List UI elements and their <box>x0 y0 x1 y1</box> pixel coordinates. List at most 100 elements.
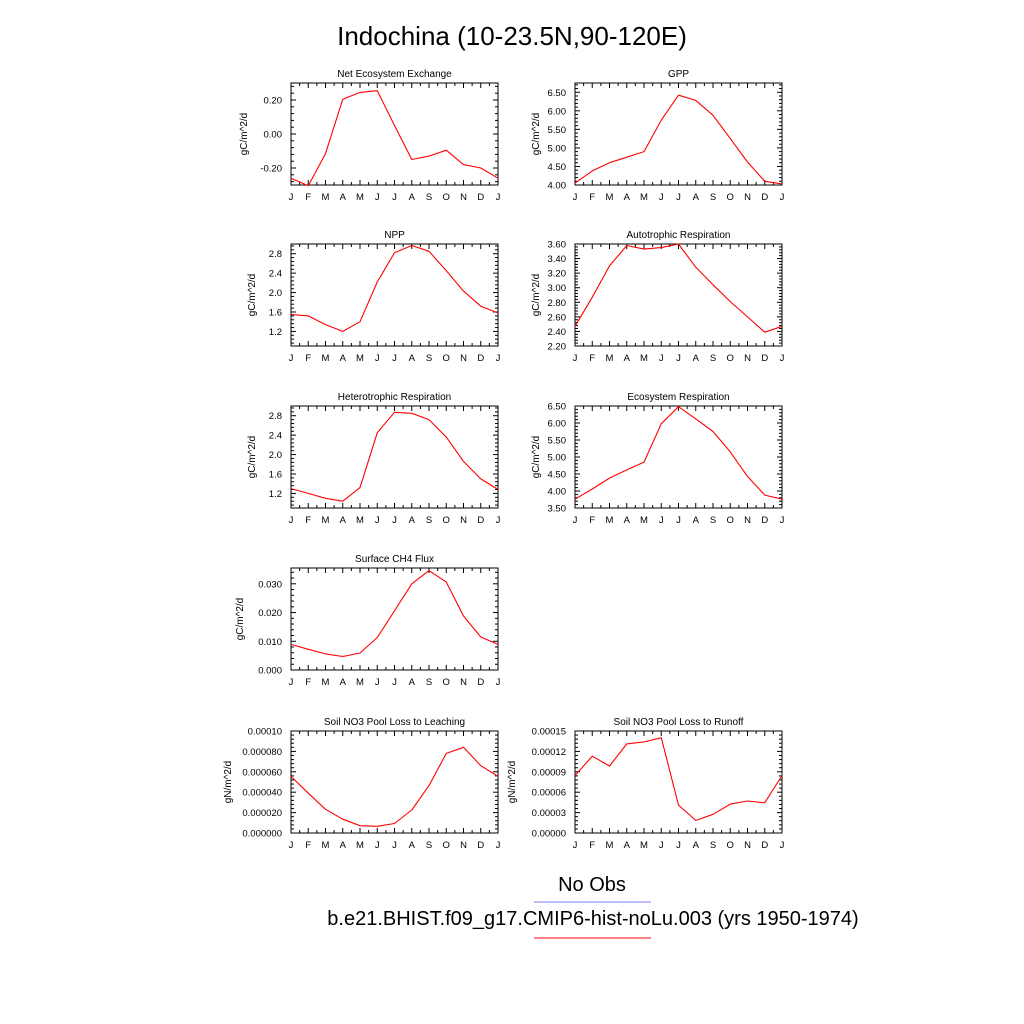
month-tick-label: J <box>392 515 397 526</box>
y-axis-label: gC/m^2/d <box>531 436 542 479</box>
panel-title: Surface CH4 Flux <box>355 554 434 565</box>
y-tick-label: 4.00 <box>548 181 567 192</box>
month-tick-label: J <box>676 840 681 851</box>
series-line <box>574 737 783 821</box>
plot-frame <box>290 243 499 347</box>
plot-frame <box>574 730 783 834</box>
month-tick-label: D <box>477 677 484 688</box>
month-tick-label: N <box>744 192 751 203</box>
month-tick-label: S <box>426 515 432 526</box>
month-tick-label: J <box>375 840 380 851</box>
y-axis-label: gC/m^2/d <box>531 113 542 156</box>
y-tick-label: 5.50 <box>548 436 567 447</box>
month-tick-label: M <box>356 515 364 526</box>
month-tick-label: A <box>340 840 347 851</box>
month-tick-label: M <box>606 353 614 364</box>
y-axis-label: gC/m^2/d <box>531 274 542 317</box>
month-tick-label: O <box>443 353 450 364</box>
y-tick-label: 2.40 <box>548 327 567 338</box>
y-tick-label: 2.0 <box>269 288 282 299</box>
panel-title: Soil NO3 Pool Loss to Leaching <box>324 717 465 728</box>
month-tick-label: S <box>426 677 432 688</box>
month-tick-label: J <box>375 677 380 688</box>
month-tick-label: D <box>477 515 484 526</box>
plot-frame <box>290 82 499 186</box>
month-tick-label: A <box>340 515 347 526</box>
y-tick-label: 2.8 <box>269 249 282 260</box>
y-tick-label: 1.6 <box>269 308 282 319</box>
series-line <box>290 570 499 658</box>
month-tick-label: D <box>477 192 484 203</box>
month-tick-label: S <box>426 353 432 364</box>
month-tick-label: J <box>392 192 397 203</box>
legend: No Obs b.e21.BHIST.f09_g17.CMIP6-hist-no… <box>327 874 859 939</box>
month-tick-label: M <box>606 192 614 203</box>
y-axis-label: gN/m^2/d <box>223 761 234 804</box>
month-tick-label: S <box>710 840 716 851</box>
month-tick-label: O <box>727 353 734 364</box>
y-tick-label: 6.00 <box>548 419 567 430</box>
series-line <box>290 746 499 827</box>
month-tick-label: J <box>676 353 681 364</box>
y-tick-label: 0.00009 <box>532 767 566 778</box>
month-tick-label: A <box>693 840 700 851</box>
series-line <box>290 244 499 332</box>
y-tick-label: 0.00010 <box>248 727 282 738</box>
month-tick-label: J <box>659 515 664 526</box>
month-tick-label: J <box>392 677 397 688</box>
month-tick-label: J <box>676 192 681 203</box>
plot-frame <box>290 567 499 671</box>
month-tick-label: J <box>496 515 501 526</box>
y-tick-label: 3.20 <box>548 269 567 280</box>
month-tick-label: D <box>761 192 768 203</box>
month-tick-label: J <box>496 677 501 688</box>
y-tick-label: 5.00 <box>548 143 567 154</box>
y-tick-label: 0.00003 <box>532 808 566 819</box>
month-tick-label: N <box>744 353 751 364</box>
month-tick-label: N <box>460 515 467 526</box>
y-tick-label: 0.00000 <box>532 829 566 840</box>
y-axis-label: gC/m^2/d <box>235 598 246 641</box>
y-tick-label: 0.000 <box>258 666 282 677</box>
month-tick-label: N <box>460 353 467 364</box>
y-tick-label: 0.20 <box>264 96 283 107</box>
month-tick-label: N <box>744 515 751 526</box>
y-tick-label: 2.0 <box>269 450 282 461</box>
month-tick-label: J <box>392 353 397 364</box>
y-tick-label: -0.20 <box>260 164 282 175</box>
panel-title: Ecosystem Respiration <box>627 392 729 403</box>
month-tick-label: S <box>426 192 432 203</box>
month-tick-label: M <box>640 192 648 203</box>
y-tick-label: 0.00 <box>264 130 283 141</box>
series-line <box>574 243 783 333</box>
y-tick-label: 0.000080 <box>242 747 282 758</box>
month-tick-label: J <box>573 840 578 851</box>
y-tick-label: 0.000020 <box>242 808 282 819</box>
month-tick-label: O <box>443 192 450 203</box>
month-tick-label: J <box>375 515 380 526</box>
y-tick-label: 2.60 <box>548 312 567 323</box>
plot-frame <box>574 405 783 509</box>
month-tick-label: M <box>322 353 330 364</box>
legend-model-label: b.e21.BHIST.f09_g17.CMIP6-hist-noLu.003 … <box>327 908 858 930</box>
legend-obs-label: No Obs <box>558 874 626 896</box>
month-tick-label: D <box>477 353 484 364</box>
month-tick-label: O <box>727 192 734 203</box>
month-tick-label: J <box>780 192 785 203</box>
y-tick-label: 6.00 <box>548 106 567 117</box>
month-tick-label: A <box>409 677 416 688</box>
y-tick-label: 5.00 <box>548 453 567 464</box>
series-line <box>290 90 499 187</box>
month-tick-label: F <box>305 840 311 851</box>
month-tick-label: O <box>443 515 450 526</box>
y-tick-label: 4.00 <box>548 487 567 498</box>
month-tick-label: O <box>443 840 450 851</box>
month-tick-label: M <box>640 515 648 526</box>
month-tick-label: J <box>676 515 681 526</box>
y-tick-label: 3.40 <box>548 254 567 265</box>
month-tick-label: F <box>589 515 595 526</box>
